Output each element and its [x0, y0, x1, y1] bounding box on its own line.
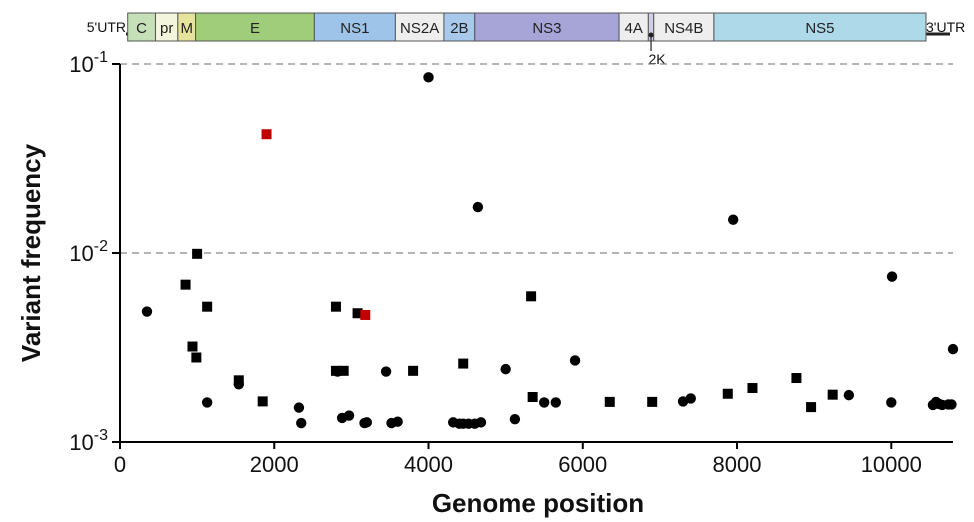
data-point-square — [408, 365, 419, 376]
marker-2k-dot — [648, 32, 654, 38]
gene-label: C — [136, 20, 147, 37]
data-point-circle — [423, 72, 434, 83]
y-tick-label: 10-2 — [69, 238, 108, 266]
data-points — [141, 72, 959, 429]
data-point-square — [604, 396, 615, 407]
genome-map: 5'UTR 3'UTR C pr M E NS1 NS2A 2B NS3 4A NS4B NS5 2K — [87, 12, 965, 67]
data-point-square — [827, 389, 838, 400]
data-point-circle — [886, 397, 897, 408]
data-point-square — [330, 301, 341, 312]
x-tick-label: 0 — [114, 452, 126, 477]
data-point-circle — [475, 417, 487, 428]
data-point-square — [527, 392, 538, 403]
data-point-square — [192, 248, 203, 259]
y-axis-title: Variant frequency — [16, 143, 46, 362]
data-point-square — [747, 383, 758, 394]
data-point-square — [791, 373, 802, 384]
data-point-circle — [296, 417, 307, 429]
data-point-square — [722, 388, 733, 399]
data-point-circle — [550, 397, 561, 408]
x-tick-label: 10000 — [861, 452, 922, 477]
data-point-square — [647, 396, 658, 407]
gene-segment — [653, 12, 715, 42]
reference-lines — [120, 63, 953, 254]
gene-label: 2B — [450, 20, 468, 37]
data-point-square — [187, 341, 198, 352]
y-ticks: 10-3 10-2 10-1 — [69, 49, 120, 455]
gene-label: NS3 — [532, 20, 561, 37]
gene-label: M — [180, 20, 193, 37]
gene-label: pr — [160, 20, 173, 37]
gene-label: 4A — [625, 20, 643, 37]
x-tick-label: 2000 — [250, 452, 299, 477]
data-point-circle — [472, 201, 484, 213]
utr5-label: 5'UTR — [87, 19, 126, 35]
x-axis-title: Genome position — [432, 488, 644, 518]
data-point-square — [458, 358, 469, 369]
data-point-square — [360, 309, 371, 320]
data-point-square — [233, 375, 244, 386]
gene-label: NS2A — [400, 20, 439, 37]
gene-segment — [618, 12, 649, 42]
gene-label: NS4B — [664, 20, 703, 37]
data-point-circle — [685, 393, 696, 404]
gene-segment — [474, 12, 620, 42]
x-tick-label: 6000 — [558, 452, 607, 477]
data-point-square — [338, 365, 349, 376]
data-point-circle — [509, 414, 521, 425]
data-point-circle — [727, 214, 739, 225]
data-point-circle — [539, 397, 550, 408]
gene-label: E — [250, 20, 260, 37]
data-point-square — [261, 129, 272, 140]
data-point-circle — [886, 271, 898, 282]
y-tick-label: 10-1 — [69, 49, 108, 77]
data-point-circle — [343, 410, 355, 421]
utr3-label: 3'UTR — [926, 19, 965, 35]
data-point-circle — [569, 355, 581, 366]
x-ticks: 0 2000 4000 6000 8000 10000 — [114, 442, 922, 477]
data-point-square — [526, 291, 537, 302]
data-point-circle — [380, 366, 392, 377]
data-point-square — [257, 396, 268, 407]
x-tick-label: 4000 — [404, 452, 453, 477]
data-point-square — [352, 308, 363, 319]
data-point-circle — [947, 343, 959, 355]
data-point-circle — [500, 363, 511, 375]
x-tick-label: 8000 — [713, 452, 762, 477]
data-point-circle — [201, 397, 213, 408]
y-tick-label: 10-3 — [69, 427, 108, 455]
data-point-circle — [141, 306, 153, 317]
data-point-circle — [293, 402, 305, 413]
data-point-circle — [843, 389, 855, 401]
gene-label: NS5 — [805, 20, 834, 37]
data-point-square — [330, 365, 341, 376]
data-point-square — [202, 301, 213, 312]
data-point-circle — [392, 416, 403, 427]
marker-2k-label: 2K — [648, 51, 666, 67]
data-point-circle — [361, 417, 373, 428]
gene-label: NS1 — [340, 20, 369, 37]
gene-segment — [713, 12, 927, 42]
data-point-circle — [946, 399, 957, 410]
data-point-square — [191, 352, 202, 363]
gene-segment — [195, 12, 315, 42]
data-point-square — [806, 402, 817, 413]
data-point-square — [180, 279, 191, 290]
